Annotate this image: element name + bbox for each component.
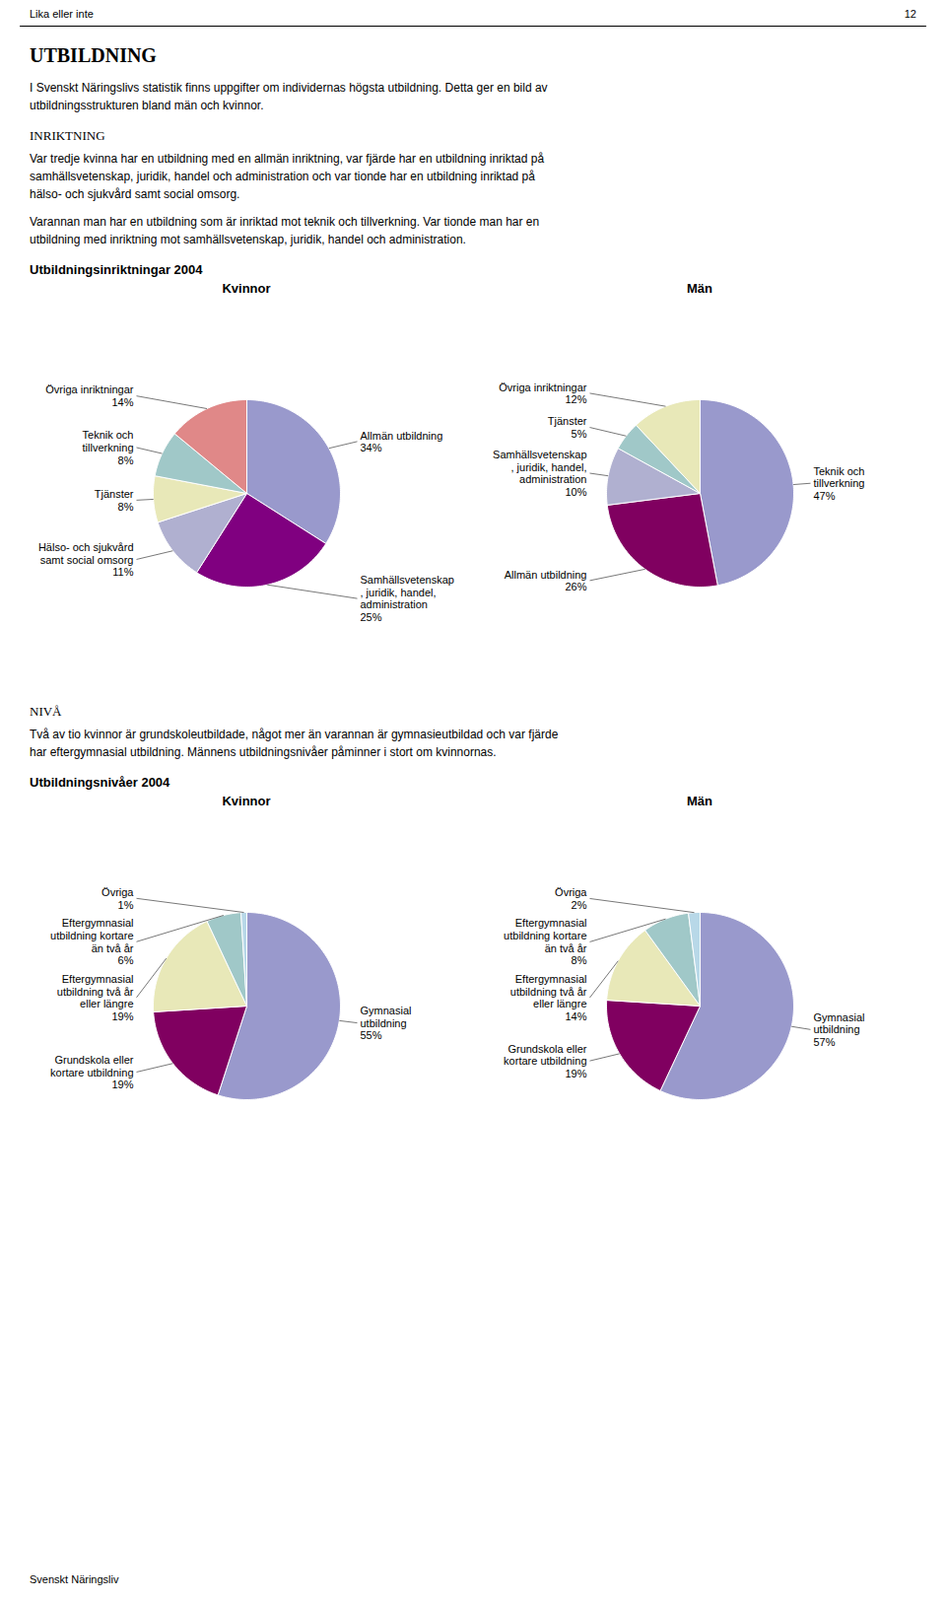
html-text:Män: Män <box>686 793 713 809</box>
svg-text:Samhällsvetenskap, juridik, ha: Samhällsvetenskap, juridik, handel,admin… <box>360 573 455 623</box>
svg-text:Tjänster8%: Tjänster8% <box>94 487 135 513</box>
svg-text:Hälso- och sjukvårdsamt social: Hälso- och sjukvårdsamt social omsorg11% <box>38 540 135 578</box>
svg-text:Gymnasialutbildning57%: Gymnasialutbildning57% <box>813 1011 866 1048</box>
html-text:utbildning med inriktning mot: utbildning med inriktning mot samhällsve… <box>29 232 467 247</box>
svg-text:Grundskola ellerkortare utbild: Grundskola ellerkortare utbildning19% <box>503 1042 588 1080</box>
html-text:INRIKTNING: INRIKTNING <box>29 128 105 143</box>
html-text:samhällsvetenskap, juridik, ha: samhällsvetenskap, juridik, handel och a… <box>29 169 536 184</box>
svg-text:Teknik ochtillverkning8%: Teknik ochtillverkning8% <box>82 428 135 466</box>
svg-text:Tjänster5%: Tjänster5% <box>547 414 588 440</box>
svg-text:Allmän utbildning26%: Allmän utbildning26% <box>504 568 588 594</box>
svg-text:Teknik ochtillverkning47%: Teknik ochtillverkning47% <box>813 465 866 502</box>
svg-text:Eftergymnasialutbildning korta: Eftergymnasialutbildning kortareän två å… <box>503 916 588 966</box>
html-text:Svenskt Näringsliv: Svenskt Näringsliv <box>29 1572 119 1585</box>
html-text:utbildningsstrukturen bland mä: utbildningsstrukturen bland män och kvin… <box>29 98 264 113</box>
html-text:I Svenskt Näringslivs statisti: I Svenskt Näringslivs statistik finns up… <box>29 80 548 95</box>
html-text:Utbildningsnivåer 2004: Utbildningsnivåer 2004 <box>29 774 170 790</box>
svg-text:Grundskola ellerkortare utbild: Grundskola ellerkortare utbildning19% <box>50 1053 135 1090</box>
svg-text:Övriga2%: Övriga2% <box>554 885 588 911</box>
html-text:Två av tio kvinnor är grundsko: Två av tio kvinnor är grundskoleutbildad… <box>29 727 559 742</box>
html-text:Utbildningsinriktningar 2004: Utbildningsinriktningar 2004 <box>29 262 203 277</box>
html-text:Kvinnor: Kvinnor <box>222 280 271 296</box>
html-text:Kvinnor: Kvinnor <box>222 793 271 809</box>
svg-text:Eftergymnasialutbildning två å: Eftergymnasialutbildning två åreller län… <box>510 972 588 1022</box>
svg-text:Övriga1%: Övriga1% <box>101 885 135 911</box>
html-text:UTBILDNING: UTBILDNING <box>29 44 157 67</box>
svg-text:Övriga inriktningar12%: Övriga inriktningar12% <box>498 381 588 406</box>
svg-text:Eftergymnasialutbildning två å: Eftergymnasialutbildning två åreller län… <box>57 972 135 1022</box>
svg-text:Gymnasialutbildning55%: Gymnasialutbildning55% <box>360 1004 412 1041</box>
html-text:12: 12 <box>904 7 917 20</box>
svg-text:Allmän utbildning34%: Allmän utbildning34% <box>360 429 444 455</box>
html-text:Lika eller inte: Lika eller inte <box>29 7 94 20</box>
svg-text:Övriga inriktningar14%: Övriga inriktningar14% <box>45 383 135 408</box>
html-text:Varannan man har en utbildning: Varannan man har en utbildning som är in… <box>29 214 540 229</box>
svg-text:Eftergymnasialutbildning korta: Eftergymnasialutbildning kortareän två å… <box>50 916 135 966</box>
html-text:NIVÅ: NIVÅ <box>29 703 62 719</box>
html-text:har eftergymnasial utbildning.: har eftergymnasial utbildning. Männens u… <box>29 744 497 759</box>
svg-text:Samhällsvetenskap, juridik, ha: Samhällsvetenskap, juridik, handel,admin… <box>492 448 588 498</box>
html-text:Var tredje kvinna har en utbil: Var tredje kvinna har en utbildning med … <box>29 151 545 166</box>
html-text:hälso- och sjukvård samt socia: hälso- och sjukvård samt social omsorg. <box>29 187 240 202</box>
html-text:Män: Män <box>686 280 713 296</box>
